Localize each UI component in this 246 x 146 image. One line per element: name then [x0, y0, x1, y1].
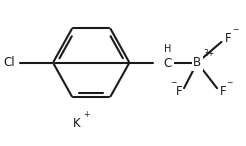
Text: K: K [73, 117, 81, 130]
Text: 3+: 3+ [204, 49, 215, 58]
Text: F: F [220, 85, 227, 99]
Text: −: − [170, 78, 176, 87]
Text: −: − [232, 25, 238, 34]
Text: C: C [164, 57, 172, 70]
Text: H: H [164, 44, 171, 54]
Text: F: F [175, 85, 182, 99]
Text: F: F [225, 32, 232, 45]
Text: +: + [83, 110, 89, 119]
Text: Cl: Cl [3, 56, 15, 69]
Text: B: B [193, 56, 201, 69]
Text: −: − [227, 78, 233, 87]
